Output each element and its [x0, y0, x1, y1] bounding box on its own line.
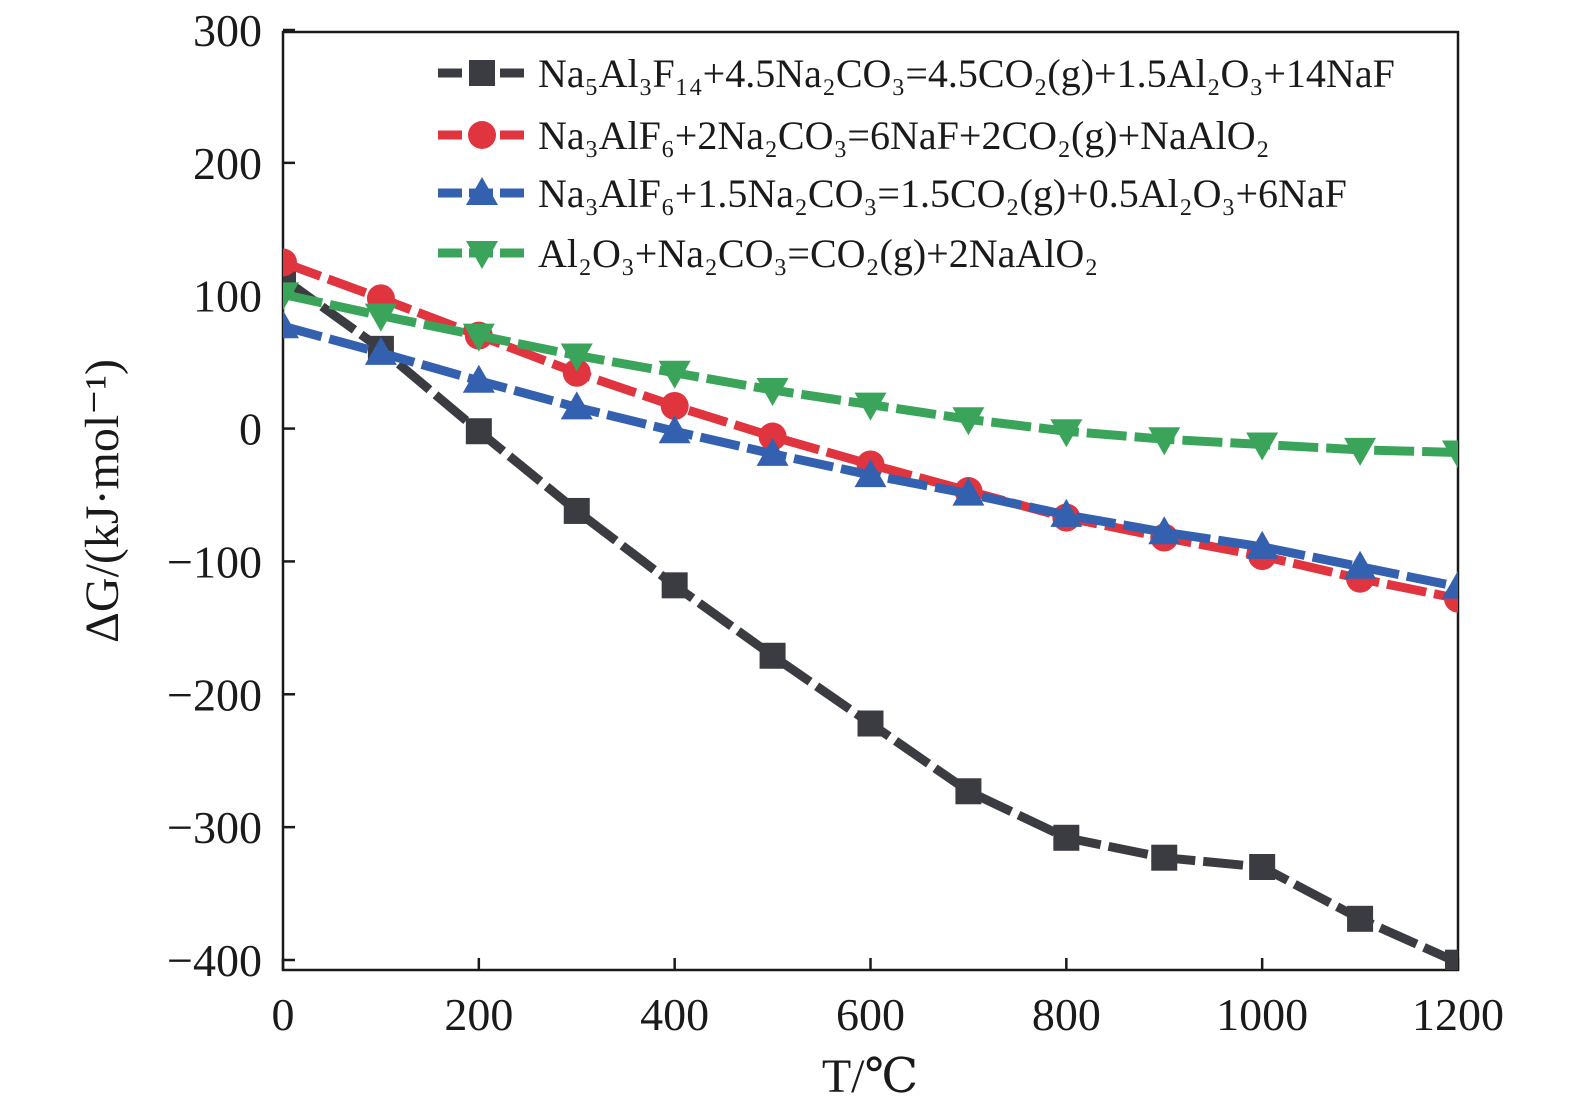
legend-label: Al₂O₃+Na₂CO₃=CO₂(g)+2NaAlO₂: [538, 231, 1098, 276]
data-point: [283, 248, 297, 277]
data-point: [1445, 949, 1458, 970]
data-point: [364, 336, 397, 365]
data-point: [756, 437, 789, 466]
y-tick-label: 200: [193, 138, 262, 189]
data-point: [1249, 854, 1276, 880]
legend-marker: [469, 60, 495, 86]
legend-marker: [466, 241, 498, 269]
y-tick-label: −200: [167, 669, 262, 720]
x-tick-label: 600: [836, 989, 905, 1040]
legend-label: Na₃AlF₆+2Na₂CO₃=6NaF+2CO₂(g)+NaAlO₂: [538, 113, 1270, 158]
data-point: [1344, 437, 1377, 466]
data-point: [756, 378, 789, 407]
data-point: [562, 358, 591, 387]
data-point: [560, 343, 593, 372]
legend-marker: [468, 121, 496, 149]
legend-label: Na₅Al₃F₁₄+4.5Na₂CO₃=4.5CO₂(g)+1.5Al₂O₃+1…: [538, 51, 1395, 96]
data-point: [462, 323, 495, 352]
data-point: [661, 572, 688, 599]
data-point: [758, 422, 787, 451]
data-point: [1442, 440, 1458, 469]
data-point: [1148, 516, 1181, 545]
data-point: [854, 392, 887, 421]
data-point: [660, 391, 689, 420]
data-point: [560, 391, 593, 420]
data-point: [759, 642, 786, 669]
data-point: [1151, 844, 1178, 871]
data-point: [1050, 498, 1083, 527]
legend-item: Al₂O₃+Na₂CO₃=CO₂(g)+2NaAlO₂: [438, 231, 1098, 276]
data-point: [1347, 905, 1374, 932]
data-point: [283, 282, 299, 311]
data-point: [283, 310, 299, 339]
x-tick-label: 0: [272, 989, 295, 1040]
data-point: [952, 477, 985, 506]
y-tick-label: 300: [193, 5, 262, 56]
legend-item: Na₃AlF₆+1.5Na₂CO₃=1.5CO₂(g)+0.5Al₂O₃+6Na…: [438, 171, 1347, 216]
series-line: [283, 274, 1458, 967]
axis-ticks: 0 200 400 600 800 1000 12003002001000−100−200−…: [167, 5, 1504, 1040]
series-3: [283, 310, 1458, 599]
data-point: [1053, 824, 1080, 851]
data-point: [857, 710, 884, 737]
x-axis-label: T/℃: [822, 1050, 918, 1103]
data-point: [364, 303, 397, 332]
data-point: [658, 360, 691, 389]
x-tick-label: 1000: [1216, 989, 1308, 1040]
data-point: [952, 407, 985, 436]
y-axis-label: ΔG/(kJ·mol⁻¹): [76, 359, 129, 643]
series-2: [283, 248, 1458, 613]
data-point: [1050, 419, 1083, 448]
data-point: [462, 364, 495, 393]
data-point: [1344, 550, 1377, 579]
data-point: [1246, 432, 1279, 461]
data-point: [1246, 530, 1279, 559]
data-point: [955, 778, 982, 805]
y-tick-label: −300: [167, 802, 262, 853]
y-tick-label: 100: [193, 271, 262, 322]
data-point: [1442, 570, 1458, 599]
y-tick-label: −400: [167, 935, 262, 986]
data-point: [658, 415, 691, 444]
data-point: [563, 497, 590, 524]
x-tick-label: 1200: [1412, 989, 1504, 1040]
y-tick-label: −100: [167, 536, 262, 587]
legend: Na₅Al₃F₁₄+4.5Na₂CO₃=4.5CO₂(g)+1.5Al₂O₃+1…: [438, 51, 1395, 276]
legend-item: Na₅Al₃F₁₄+4.5Na₂CO₃=4.5CO₂(g)+1.5Al₂O₃+1…: [438, 51, 1395, 96]
x-tick-label: 200: [444, 989, 513, 1040]
data-point: [1148, 427, 1181, 456]
x-tick-label: 400: [640, 989, 709, 1040]
series-layer: [283, 248, 1458, 970]
x-tick-label: 800: [1032, 989, 1101, 1040]
legend-label: Na₃AlF₆+1.5Na₂CO₃=1.5CO₂(g)+0.5Al₂O₃+6Na…: [538, 171, 1347, 216]
series-4: [283, 282, 1458, 469]
y-tick-label: 0: [239, 404, 262, 455]
legend-marker: [466, 177, 498, 205]
data-point: [854, 459, 887, 488]
data-point: [465, 418, 492, 445]
legend-item: Na₃AlF₆+2Na₂CO₃=6NaF+2CO₂(g)+NaAlO₂: [438, 113, 1270, 158]
